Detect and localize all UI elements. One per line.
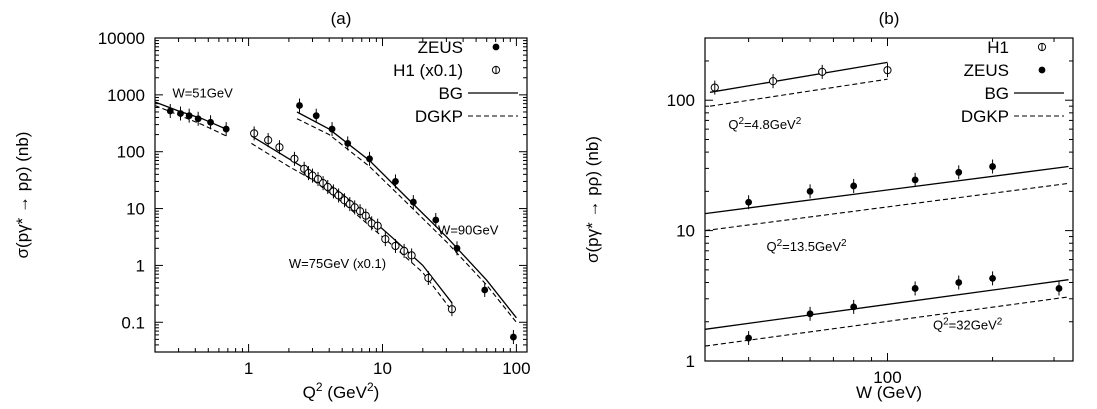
chart-title: (a) bbox=[331, 9, 352, 28]
data-point-filled bbox=[222, 125, 230, 133]
legend-marker-filled bbox=[1038, 66, 1046, 74]
y-tick-label: 100 bbox=[667, 91, 695, 110]
data-point-filled bbox=[328, 125, 336, 133]
bg-curve bbox=[704, 279, 1069, 330]
data-point-filled bbox=[745, 198, 753, 206]
x-tick-label: 1 bbox=[244, 359, 253, 378]
x-tick-label: 100 bbox=[873, 368, 901, 387]
data-point-filled bbox=[409, 198, 417, 206]
data-point-filled bbox=[955, 279, 963, 286]
data-point-filled bbox=[453, 244, 461, 252]
curve-annotation: W=51GeV bbox=[172, 85, 233, 100]
data-point-filled bbox=[806, 310, 814, 318]
dgkp-curve bbox=[709, 78, 888, 107]
data-point-filled bbox=[989, 163, 996, 170]
y-axis-label: σ(pγ* → pρ) (nb) bbox=[13, 132, 32, 259]
curve-annotation: W=75GeV (x0.1) bbox=[289, 256, 386, 271]
y-tick-label: 1 bbox=[136, 256, 145, 275]
data-point-filled bbox=[510, 333, 517, 341]
data-point-filled bbox=[850, 303, 858, 311]
data-point-filled bbox=[344, 140, 352, 147]
data-point-filled bbox=[850, 182, 858, 190]
y-tick-label: 10 bbox=[126, 200, 145, 219]
legend-label: BG bbox=[984, 84, 1009, 103]
legend-label: DGKP bbox=[415, 107, 463, 126]
y-axis-label: σ(pγ* → pρ) (nb) bbox=[583, 136, 602, 263]
legend-label: H1 bbox=[987, 38, 1009, 57]
bg-curve bbox=[251, 135, 453, 304]
data-point-filled bbox=[207, 118, 214, 126]
plot-frame bbox=[704, 37, 1074, 362]
y-tick-label: 10 bbox=[676, 222, 695, 241]
curve-annotation: Q2=13.5GeV2 bbox=[766, 238, 847, 254]
x-tick-label: 100 bbox=[502, 359, 530, 378]
data-point-filled bbox=[1055, 285, 1063, 292]
legend-marker-filled bbox=[492, 43, 500, 51]
y-tick-label: 0.1 bbox=[121, 313, 145, 332]
y-tick-label: 10000 bbox=[98, 29, 145, 48]
data-point-filled bbox=[955, 168, 963, 176]
dgkp-curve bbox=[704, 182, 1069, 232]
x-axis-label: W (GeV) bbox=[856, 383, 922, 402]
data-point-filled bbox=[392, 178, 399, 185]
chart-a: (a) 1 10 100 0.1 1 10 100 1000 10000 Q2 (GeV2) σ(pγ… bbox=[13, 9, 531, 402]
y-tick-label: 100 bbox=[117, 143, 145, 162]
data-point-filled bbox=[432, 216, 440, 224]
chart-title: (b) bbox=[879, 9, 900, 28]
data-point-filled bbox=[296, 102, 303, 109]
dgkp-curve bbox=[296, 118, 517, 323]
curve-annotation: Q2=4.8GeV2 bbox=[728, 116, 801, 132]
legend-label: ZEUS bbox=[418, 38, 463, 57]
data-point-filled bbox=[312, 112, 320, 120]
legend-label: BG bbox=[438, 84, 463, 103]
data-point-filled bbox=[366, 155, 373, 163]
y-tick-label: 1000 bbox=[107, 86, 145, 105]
dgkp-curve bbox=[154, 104, 227, 137]
x-axis-label: Q2 (GeV2) bbox=[303, 380, 380, 402]
bg-curve bbox=[704, 165, 1069, 215]
data-point-filled bbox=[745, 334, 753, 342]
data-point-filled bbox=[806, 187, 814, 195]
curve-annotation: W=90GeV bbox=[438, 222, 499, 237]
plot-frame bbox=[154, 37, 528, 353]
data-point-filled bbox=[166, 107, 174, 115]
data-point-filled bbox=[177, 110, 184, 117]
data-point-filled bbox=[911, 176, 919, 184]
dgkp-curve bbox=[251, 142, 453, 312]
data-point-filled bbox=[194, 115, 202, 123]
legend-label: H1 (x0.1) bbox=[393, 61, 463, 80]
data-point-filled bbox=[989, 274, 996, 282]
data-point-filled bbox=[911, 285, 919, 292]
legend-label: DGKP bbox=[961, 107, 1009, 126]
y-tick-label: 1 bbox=[686, 352, 695, 371]
dgkp-curve bbox=[704, 296, 1069, 347]
legend-label: ZEUS bbox=[964, 61, 1009, 80]
curve-annotation: Q2=32GeV2 bbox=[933, 316, 1003, 332]
bg-curve bbox=[709, 61, 888, 93]
data-point-filled bbox=[185, 112, 193, 120]
data-point-filled bbox=[481, 286, 489, 294]
x-tick-label: 10 bbox=[373, 359, 392, 378]
